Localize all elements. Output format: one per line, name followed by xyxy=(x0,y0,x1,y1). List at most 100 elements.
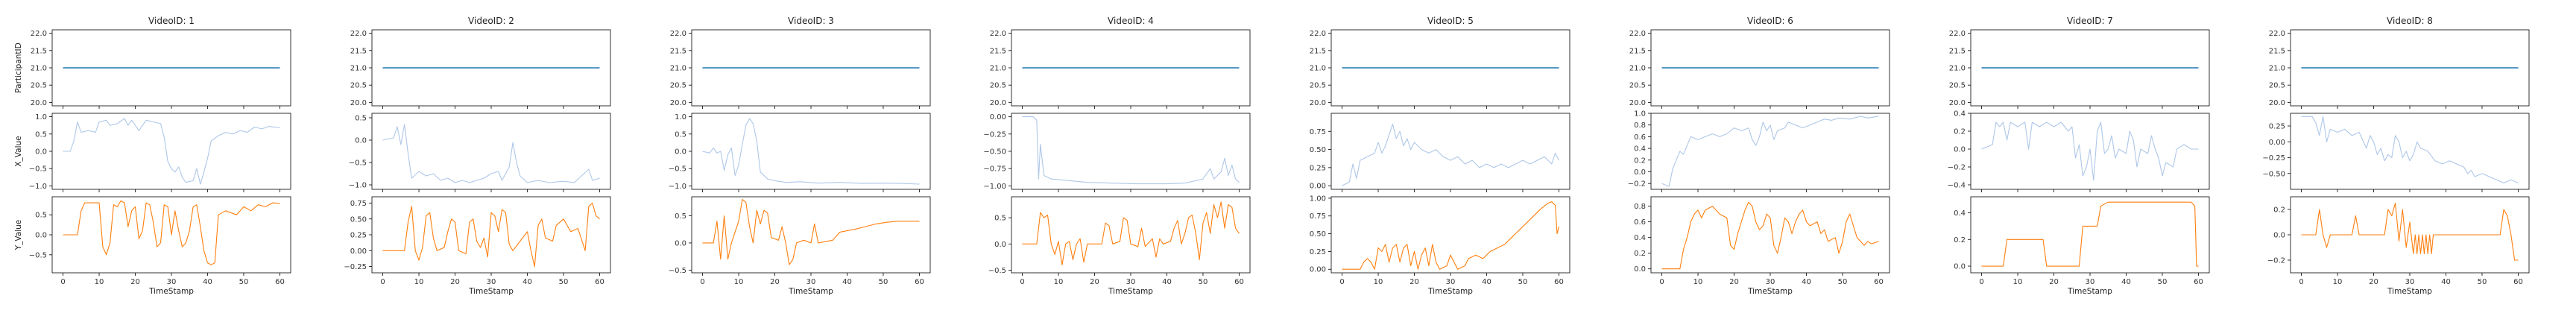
axes-frame xyxy=(1011,113,1251,190)
x-tick-label: 40 xyxy=(2441,278,2451,286)
y-tick-label: −0.2 xyxy=(1628,180,1646,189)
y-tick-label: 20.5 xyxy=(31,82,47,90)
y-axis-label: X_Value xyxy=(14,136,23,166)
x-tick-label: 40 xyxy=(842,278,852,286)
y-tick-label: 20.5 xyxy=(1629,82,1646,90)
x-tick-label: 30 xyxy=(1446,278,1456,286)
x-tick-label: 10 xyxy=(414,278,424,286)
y-tick-label: 0.25 xyxy=(2269,123,2285,131)
y-tick-label: −0.50 xyxy=(983,148,1006,157)
y-tick-label: 0.6 xyxy=(1634,133,1646,142)
x-tick-label: 60 xyxy=(915,278,924,286)
y-tick-label: 0.6 xyxy=(1634,218,1646,227)
y-tick-label: 20.5 xyxy=(2269,82,2285,90)
subplot-y_value-6: 0.0 0.2 0.4 0.6 0.8 0 10 20 30 40 50 60 TimeStamp xyxy=(1634,196,1890,296)
y-tick-label: −0.75 xyxy=(983,165,1006,174)
subplot-title: VideoID: 2 xyxy=(468,16,514,26)
y-tick-label: 0.0 xyxy=(1634,265,1646,274)
x-axis-label: TimeStamp xyxy=(1108,287,1153,296)
y-tick-label: 21.0 xyxy=(1949,65,1966,73)
y-tick-label: 0.25 xyxy=(350,232,367,240)
x-tick-label: 50 xyxy=(2158,278,2168,286)
y-tick-label: 0.4 xyxy=(1954,110,1966,119)
x-tick-label: 50 xyxy=(1518,278,1528,286)
subplot-y_value-7: 0.0 0.2 0.4 0 10 20 30 40 50 60 TimeStamp xyxy=(1954,196,2210,296)
y-tick-label: 0.5 xyxy=(35,130,47,139)
y-tick-label: 21.5 xyxy=(670,47,686,55)
y-tick-label: 0.5 xyxy=(35,212,47,220)
x-tick-label: 60 xyxy=(1554,278,1564,286)
x-axis-label: TimeStamp xyxy=(1427,287,1473,296)
y-tick-label: −0.5 xyxy=(29,165,47,174)
x-tick-label: 60 xyxy=(2513,278,2523,286)
y-tick-label: 20.0 xyxy=(2269,99,2285,107)
y-tick-label: −0.25 xyxy=(983,130,1006,139)
y-tick-label: 0.0 xyxy=(1634,168,1646,177)
y-tick-label: 0.0 xyxy=(994,241,1006,249)
y-tick-label: 1.00 xyxy=(1310,195,1326,203)
y-tick-label: 0.75 xyxy=(1310,212,1326,221)
series-line-y_value xyxy=(1022,201,1240,265)
y-tick-label: 0.2 xyxy=(1634,250,1646,258)
x-tick-label: 20 xyxy=(450,278,460,286)
x-tick-label: 10 xyxy=(95,278,104,286)
subplot-x_value-6: −0.2 0.0 0.2 0.4 0.6 0.8 1.0 xyxy=(1628,110,1890,192)
y-tick-label: 21.5 xyxy=(350,47,367,55)
y-tick-label: 0.0 xyxy=(1954,146,1966,154)
x-tick-label: 10 xyxy=(1374,278,1383,286)
subplot-title: VideoID: 4 xyxy=(1108,16,1154,26)
y-tick-label: 0.4 xyxy=(1634,145,1646,154)
y-tick-label: 21.0 xyxy=(2269,65,2285,73)
x-tick-label: 50 xyxy=(879,278,888,286)
x-tick-label: 60 xyxy=(595,278,604,286)
subplot-y_value-8: −0.2 0.0 0.2 0 10 20 30 40 50 60 TimeStamp xyxy=(2267,196,2530,296)
x-tick-label: 50 xyxy=(1199,278,1208,286)
subplot-x_value-8: −0.50 −0.25 0.00 0.25 xyxy=(2262,113,2530,192)
series-line-x_value xyxy=(702,118,920,185)
subplot-title: VideoID: 8 xyxy=(2387,16,2433,26)
series-line-y_value xyxy=(382,202,600,268)
y-tick-label: 1.0 xyxy=(1634,110,1646,119)
y-tick-label: −0.5 xyxy=(988,267,1006,275)
x-tick-label: 10 xyxy=(1693,278,1703,286)
y-tick-label: −0.5 xyxy=(669,267,686,275)
series-line-x_value xyxy=(1661,116,1879,187)
x-tick-label: 0 xyxy=(1020,278,1024,286)
subplot-y_value-5: 0.00 0.25 0.50 0.75 1.00 0 10 20 30 40 50 60 TimeSta… xyxy=(1310,195,1570,296)
subplot-participant-4: 20.0 20.5 21.0 21.5 22.0 xyxy=(990,29,1251,109)
y-tick-label: 22.0 xyxy=(1949,30,1966,38)
y-tick-label: 22.0 xyxy=(990,30,1006,38)
subplot-participant-5: 20.0 20.5 21.0 21.5 22.0 xyxy=(1310,29,1570,109)
x-tick-label: 60 xyxy=(2194,278,2203,286)
x-tick-label: 0 xyxy=(380,278,385,286)
series-line-y_value xyxy=(2301,202,2519,261)
subplot-title: VideoID: 1 xyxy=(148,16,195,26)
series-line-y_value xyxy=(1981,201,2199,267)
x-tick-label: 0 xyxy=(1979,278,1983,286)
y-tick-label: 0.5 xyxy=(994,215,1006,223)
axes-frame xyxy=(371,196,611,274)
y-tick-label: 21.0 xyxy=(670,65,686,73)
series-line-y_value xyxy=(1661,201,1879,270)
y-tick-label: 21.5 xyxy=(990,47,1006,55)
x-tick-label: 40 xyxy=(1802,278,1811,286)
y-tick-label: 21.0 xyxy=(1629,65,1646,73)
y-tick-label: 20.0 xyxy=(350,99,367,107)
axes-frame xyxy=(1330,113,1570,190)
x-tick-label: 10 xyxy=(2333,278,2343,286)
x-tick-label: 50 xyxy=(2478,278,2487,286)
y-tick-label: 21.0 xyxy=(350,65,367,73)
x-tick-label: 30 xyxy=(487,278,496,286)
y-tick-label: −0.2 xyxy=(1948,164,1966,172)
y-tick-label: 0.00 xyxy=(2269,139,2285,147)
y-tick-label: 20.0 xyxy=(31,99,47,107)
y-axis-label: ParticipantID xyxy=(14,42,23,92)
y-tick-label: 21.5 xyxy=(31,47,47,55)
y-tick-label: 20.0 xyxy=(1629,99,1646,107)
y-tick-label: 1.0 xyxy=(35,113,47,121)
subplot-participant-8: 20.0 20.5 21.0 21.5 22.0 xyxy=(2269,29,2530,109)
series-line-x_value xyxy=(1342,124,1559,186)
x-axis-label: TimeStamp xyxy=(148,287,194,296)
subplot-x_value-5: 0.00 0.25 0.50 0.75 xyxy=(1310,113,1570,192)
y-tick-label: 0.5 xyxy=(675,212,686,221)
